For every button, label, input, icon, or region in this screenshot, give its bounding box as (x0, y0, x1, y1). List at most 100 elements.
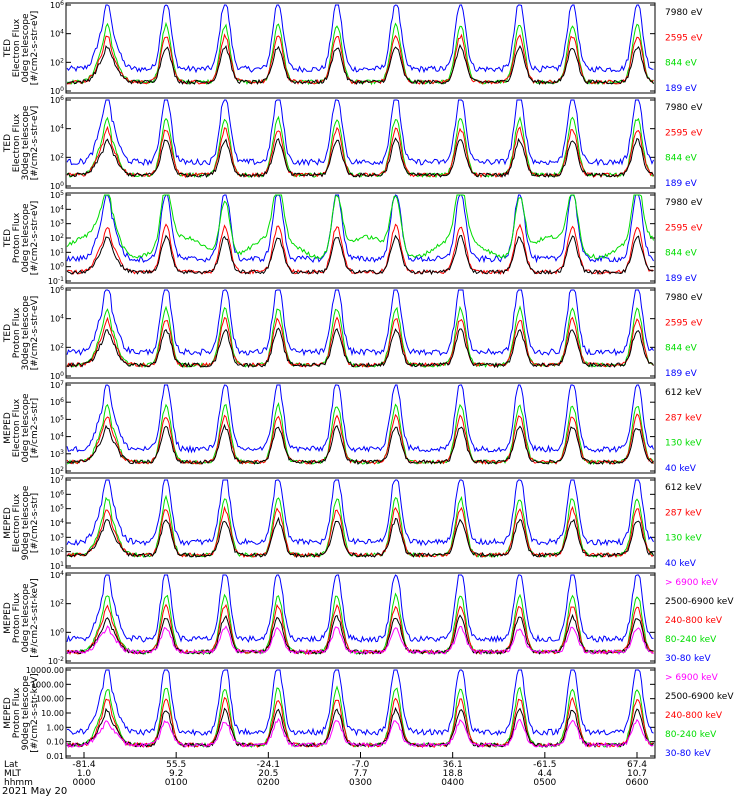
legend-entry: 189 eV (665, 274, 698, 284)
x-tick-mlt: 18.8 (443, 769, 463, 779)
legend-entry: 80-240 keV (665, 730, 717, 740)
y-axis-label-line: [#/cm2-s-str-eV] (30, 11, 40, 86)
x-tick-lat: -81.4 (72, 760, 96, 770)
y-tick-label: 105 (50, 414, 64, 424)
x-tick-mlt: 4.4 (538, 769, 553, 779)
x-tick-hhmm: 0000 (73, 778, 96, 788)
y-tick-label: 10-1 (48, 276, 64, 286)
y-axis-label: MEPED Proton Flux 90deg telescope [#/cm2-s-… (3, 673, 40, 752)
y-axis-label-line: [#/cm2-s-str-keV] (30, 673, 40, 752)
y-tick-label: 106 (50, 489, 64, 499)
y-axis-label-line: [#/cm2-s-str] (30, 493, 40, 553)
series-line (66, 423, 654, 465)
x-tick-hhmm: 0200 (257, 778, 280, 788)
y-tick-label: 1.00 (46, 723, 64, 732)
legend-entry: 130 keV (665, 534, 702, 544)
y-tick-label: 102 (50, 57, 64, 67)
panel-frame (65, 2, 656, 94)
legend-entry: 2500-6900 keV (665, 692, 734, 702)
panel-frame (65, 97, 656, 189)
legend-entry: > 6900 keV (665, 578, 719, 588)
series-line (66, 717, 654, 748)
x-tick-mlt: 7.7 (353, 769, 367, 779)
legend-entry: 844 eV (665, 249, 698, 259)
y-tick-label: 102 (50, 599, 64, 609)
y-axis-label-line: 30deg telescope (21, 105, 31, 180)
legend-entry: 2500-6900 keV (665, 597, 734, 607)
y-axis-label: TED Electron Flux 0deg telescope [#/cm2-s-s… (3, 11, 40, 86)
y-axis-label-line: 0deg telescope (21, 583, 31, 653)
legend-entry: 80-240 keV (665, 635, 717, 645)
y-axis-label-line: 90deg telescope (21, 675, 31, 750)
y-axis-label-line: 90deg telescope (21, 485, 31, 560)
y-tick-label: 103 (50, 219, 64, 229)
x-row-label: MLT (4, 769, 22, 779)
legend-entry: 2595 eV (665, 128, 703, 138)
legend-entry: 7980 eV (665, 293, 703, 303)
series-line (66, 574, 654, 644)
y-tick-label: 104 (50, 124, 64, 134)
y-tick-label: 100 (50, 86, 64, 96)
x-tick-mlt: 20.5 (258, 769, 278, 779)
y-axis-label-line: Electron Flux (12, 493, 22, 552)
x-tick-lat: -61.5 (533, 760, 556, 770)
legend-entry: 612 keV (665, 388, 702, 398)
x-tick-hhmm: 0400 (441, 778, 464, 788)
x-tick-hhmm: 0500 (533, 778, 556, 788)
y-axis-label-line: TED (3, 324, 13, 343)
series-line (66, 625, 654, 655)
series-line (66, 613, 654, 656)
legend-entry: > 6900 keV (665, 673, 719, 683)
series-line (66, 592, 654, 655)
series-line (66, 194, 654, 260)
y-tick-label: 102 (50, 342, 64, 352)
y-axis-label-line: TED (3, 39, 13, 58)
y-tick-label: 104 (50, 518, 64, 528)
legend-entry: 2595 eV (665, 223, 703, 233)
legend-entry: 240-800 keV (665, 616, 723, 626)
y-axis-label: TED Electron Flux 30deg telescope [#/cm2-s-… (3, 105, 40, 180)
y-tick-label: 100.00 (36, 695, 64, 704)
legend-entry: 7980 eV (665, 8, 703, 18)
legend-entry: 7980 eV (665, 103, 703, 113)
legend-entry: 40 keV (665, 559, 697, 569)
y-axis-label-line: Proton Flux (12, 307, 22, 358)
legend-entry: 612 keV (665, 483, 702, 493)
y-tick-label: 103 (50, 532, 64, 542)
y-tick-label: 10.00 (41, 709, 64, 718)
panel-frame (65, 572, 656, 664)
y-tick-label: 102 (50, 233, 64, 243)
y-axis-label-line: Electron Flux (12, 18, 22, 77)
x-tick-lat: -24.1 (257, 760, 280, 770)
y-axis-label: MEPED Electron Flux 90deg telescope [#/cm2-… (3, 485, 40, 560)
x-tick-lat: 67.4 (627, 760, 647, 770)
y-axis-label-line: [#/cm2-s-str-keV] (30, 578, 40, 657)
y-tick-label: 0.10 (46, 738, 64, 747)
y-tick-label: 102 (50, 466, 64, 476)
panel-frame (65, 382, 656, 474)
x-tick-hhmm: 0300 (349, 778, 372, 788)
y-tick-label: 104 (50, 29, 64, 39)
y-axis-label-line: [#/cm2-s-str-eV] (30, 106, 40, 181)
legend-entry: 240-800 keV (665, 711, 723, 721)
y-tick-label: 1000.00 (31, 680, 64, 689)
x-tick-lat: 55.5 (166, 760, 186, 770)
y-tick-label: 100 (50, 262, 64, 272)
legend-entry: 7980 eV (665, 198, 703, 208)
y-axis-label: MEPED Proton Flux 0deg telescope [#/cm2-s-s… (3, 578, 40, 657)
series-line (66, 115, 654, 179)
series-line (66, 99, 654, 167)
y-axis-label-line: Electron Flux (12, 398, 22, 457)
y-tick-label: 107 (50, 380, 64, 390)
y-tick-label: 10000.00 (26, 666, 64, 675)
series-line (66, 137, 654, 179)
x-tick-lat: -7.0 (352, 760, 370, 770)
y-axis-label-line: MEPED (3, 602, 13, 634)
series-line (66, 305, 654, 369)
series-line (66, 479, 654, 547)
series-line (66, 327, 654, 369)
y-axis-label-line: MEPED (3, 697, 13, 729)
y-axis-label-line: 0deg telescope (21, 13, 31, 83)
x-row-label: hhmm (4, 778, 33, 788)
